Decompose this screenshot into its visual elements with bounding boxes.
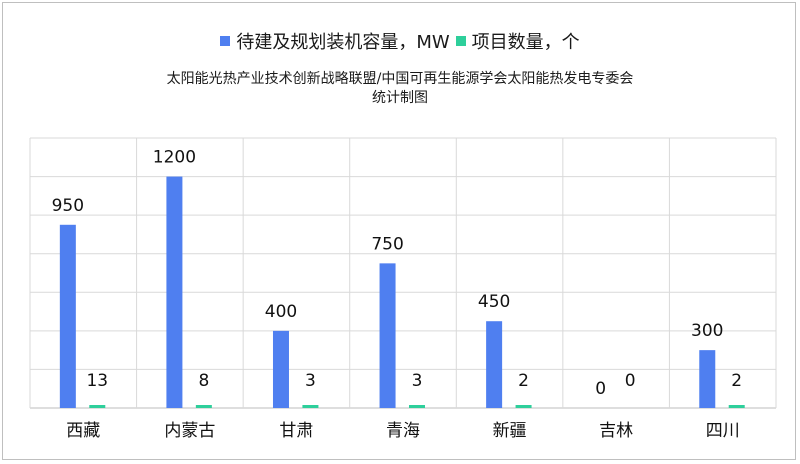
chart-title: 太阳能光热产业技术创新战略联盟/中国可再生能源学会太阳能热发电专委会 统计制图 (0, 70, 800, 108)
data-label-capacity: 1200 (153, 148, 196, 168)
legend: 待建及规划装机容量，MW 项目数量，个 (0, 28, 800, 54)
data-label-capacity: 950 (52, 196, 84, 216)
data-label-count: 0 (625, 371, 636, 391)
category-label: 甘肃 (279, 421, 313, 441)
bar-count (195, 405, 212, 408)
category-label: 青海 (386, 421, 420, 441)
category-label: 四川 (706, 421, 740, 441)
data-label-count: 13 (86, 371, 108, 391)
data-label-capacity: 750 (371, 234, 403, 254)
legend-swatch-count (455, 36, 466, 46)
chart-title-line2: 统计制图 (372, 90, 428, 106)
category-label: 西藏 (66, 421, 100, 441)
chart-frame (2, 2, 796, 460)
data-label-capacity: 450 (478, 292, 510, 312)
legend-item-count: 项目数量，个 (455, 28, 580, 54)
bar-capacity (699, 350, 716, 408)
bar-capacity (272, 330, 289, 408)
bar-capacity (486, 321, 503, 408)
data-label-capacity: 0 (595, 379, 606, 399)
legend-item-capacity: 待建及规划装机容量，MW (220, 28, 450, 54)
bar-count (409, 405, 425, 408)
bar-capacity (59, 224, 76, 408)
data-label-count: 3 (305, 371, 316, 391)
legend-swatch-capacity (220, 36, 231, 46)
legend-label-capacity: 待建及规划装机容量，MW (236, 32, 450, 53)
bar-count (728, 405, 745, 408)
bar-capacity (166, 176, 183, 408)
data-label-count: 8 (198, 371, 209, 391)
data-label-count: 2 (518, 371, 529, 391)
category-label: 内蒙古 (164, 421, 215, 441)
data-label-capacity: 400 (265, 302, 297, 322)
legend-label-count: 项目数量，个 (471, 32, 580, 53)
chart-title-line1: 太阳能光热产业技术创新战略联盟/中国可再生能源学会太阳能热发电专委会 (166, 71, 634, 87)
data-label-count: 3 (412, 371, 423, 391)
data-label-capacity: 300 (691, 321, 723, 341)
bar-count (89, 405, 106, 408)
bar-count (515, 405, 532, 408)
data-label-count: 2 (731, 371, 742, 391)
bar-capacity (379, 263, 396, 408)
category-label: 新疆 (493, 421, 527, 441)
bar-count (302, 405, 319, 408)
category-label: 吉林 (599, 421, 633, 441)
